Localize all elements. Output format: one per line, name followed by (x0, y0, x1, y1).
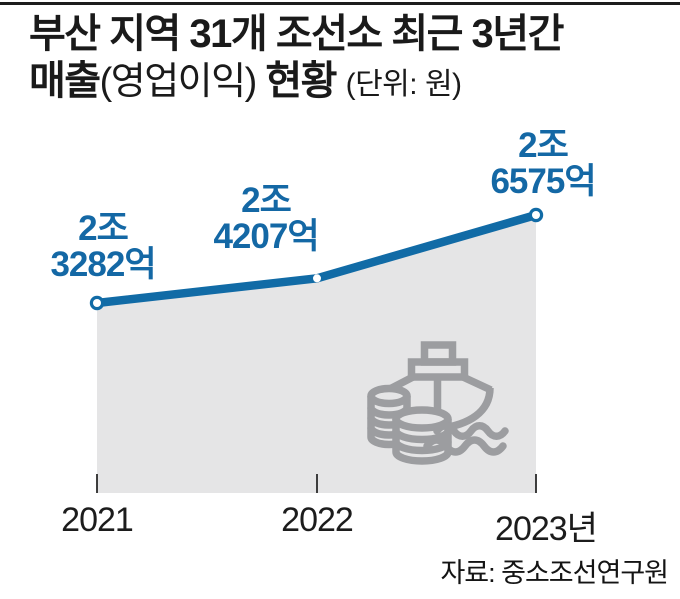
value-label-2022-line1: 2조 (241, 181, 292, 220)
x-axis-ticks (96, 474, 537, 493)
ship-deck-right (461, 373, 493, 394)
title-operating-profit-paren: (영업이익) (99, 61, 258, 103)
data-point-marker-2023 (532, 211, 540, 219)
title-status-word: 현황 (255, 59, 346, 103)
year-label-2023: 2023년 (495, 510, 598, 548)
year-label-2021: 2021 (61, 501, 134, 539)
data-point-marker-2022 (313, 274, 321, 283)
value-label-2021-line1: 2조 (78, 209, 129, 248)
title-sales-word: 매출 (29, 59, 101, 103)
value-label-2022: 2조 4207억 (166, 183, 366, 255)
chart-title-line2: 매출(영업이익) 현황 (단위: 원) (29, 58, 659, 108)
water-waves (423, 422, 509, 456)
coin-stack-back-top (367, 384, 411, 408)
value-label-2023-line2: 6575억 (490, 162, 596, 201)
value-label-2023: 2조 6575억 (443, 128, 643, 200)
chart-title: 부산 지역 31개 조선소 최근 3년간 매출(영업이익) 현황 (단위: 원) (29, 11, 659, 108)
chart-title-line1: 부산 지역 31개 조선소 최근 3년간 (29, 12, 564, 56)
year-label-2022: 2022 (281, 501, 354, 539)
value-label-2022-line2: 4207억 (213, 217, 319, 256)
data-point-marker-2021 (93, 299, 101, 307)
value-label-2021-line2: 3282억 (50, 245, 156, 284)
value-label-2023-line1: 2조 (518, 126, 569, 165)
wave-line-bottom (423, 436, 507, 456)
coin-stack-front-band (392, 429, 452, 444)
top-rule (0, 2, 680, 5)
value-label-2021: 2조 3282억 (3, 211, 203, 283)
source-credit: 자료: 중소조선연구원 (440, 558, 669, 588)
title-unit-note: (단위: 원) (345, 68, 462, 101)
wave-line-top (433, 422, 509, 440)
coin-stack-front (392, 406, 452, 465)
ship-coins-icon (367, 341, 509, 465)
coin-stack-front-top (392, 406, 452, 432)
